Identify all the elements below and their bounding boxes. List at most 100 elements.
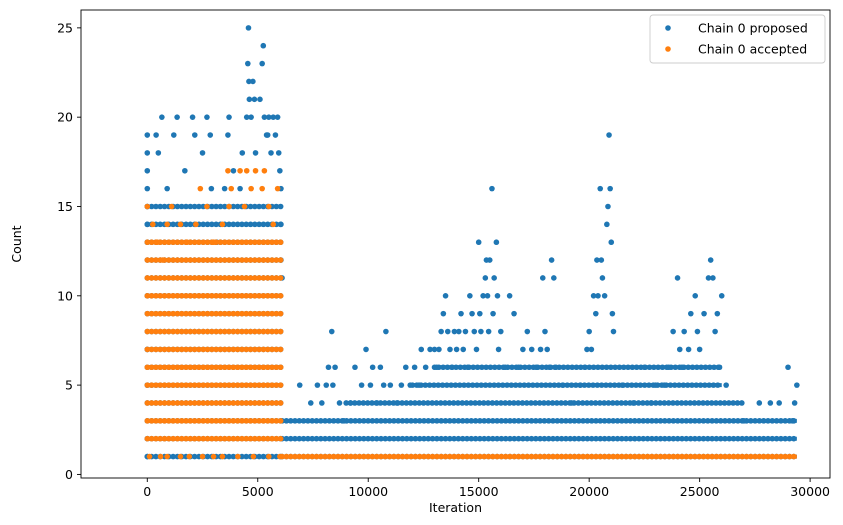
data-point: [577, 382, 584, 388]
data-point: [685, 346, 692, 353]
data-point: [641, 364, 648, 371]
data-point: [462, 328, 469, 335]
data-point: [363, 346, 369, 353]
data-point: [210, 453, 217, 460]
data-point: [248, 114, 254, 120]
data-point: [266, 114, 272, 120]
data-point: [177, 221, 184, 228]
data-point: [716, 364, 723, 371]
data-point: [670, 328, 676, 335]
data-point: [319, 400, 325, 406]
data-point: [257, 96, 263, 103]
data-point: [533, 364, 539, 371]
x-tick-label: 20000: [569, 484, 609, 499]
data-point: [707, 257, 714, 263]
data-point: [794, 382, 800, 388]
data-point: [398, 382, 405, 388]
data-point: [458, 310, 464, 317]
data-point: [411, 364, 418, 371]
data-point: [332, 364, 338, 371]
data-point: [584, 346, 590, 353]
data-point: [199, 453, 206, 460]
data-point: [341, 418, 347, 424]
data-point: [191, 132, 198, 138]
data-point: [159, 257, 166, 263]
data-point: [548, 257, 555, 263]
data-point: [418, 346, 425, 353]
data-point: [186, 453, 193, 460]
data-point: [791, 400, 798, 406]
data-point: [228, 185, 235, 192]
data-point: [251, 96, 258, 103]
data-point: [551, 275, 557, 281]
legend-box: [649, 14, 826, 64]
data-point: [248, 185, 254, 192]
data-point: [184, 239, 190, 246]
data-point: [270, 221, 277, 228]
data-point: [528, 346, 535, 353]
data-point: [440, 310, 447, 317]
data-point: [542, 328, 548, 335]
x-tick-label: 30000: [790, 484, 830, 499]
data-point: [374, 400, 380, 406]
data-point: [210, 239, 217, 246]
data-point: [245, 60, 251, 67]
data-point: [358, 382, 365, 388]
data-point: [274, 185, 281, 192]
data-point: [648, 400, 654, 406]
data-point: [243, 167, 250, 174]
y-tick-label: 0: [65, 467, 73, 482]
data-point: [718, 293, 725, 299]
data-point: [270, 114, 277, 120]
data-point: [219, 221, 226, 228]
data-point: [219, 453, 226, 460]
data-point: [144, 185, 151, 192]
data-point: [546, 364, 553, 371]
data-point: [225, 132, 231, 138]
data-point: [480, 293, 486, 299]
data-point: [168, 203, 175, 210]
data-point: [144, 167, 151, 174]
data-point: [486, 257, 493, 263]
data-point: [710, 275, 716, 281]
data-point: [489, 185, 495, 192]
data-point: [336, 400, 343, 406]
data-point: [590, 293, 597, 299]
data-point: [694, 328, 701, 335]
data-point: [491, 275, 497, 281]
data-point: [712, 328, 718, 335]
data-point: [275, 150, 282, 156]
data-point: [493, 239, 500, 246]
data-point: [150, 221, 156, 228]
x-tick-label: 10000: [348, 484, 388, 499]
data-point: [661, 382, 668, 388]
data-point: [511, 310, 517, 317]
data-point: [235, 453, 241, 460]
legend-label-accepted: Chain 0 accepted: [698, 42, 807, 57]
data-point: [497, 328, 504, 335]
data-point: [475, 239, 482, 246]
data-point: [259, 60, 265, 67]
data-point: [325, 364, 332, 371]
legend-marker-proposed: [665, 25, 671, 31]
data-point: [482, 275, 489, 281]
data-point: [394, 400, 400, 406]
data-point: [266, 203, 272, 210]
data-point: [607, 185, 613, 192]
y-tick-label: 15: [57, 199, 73, 214]
data-point: [553, 364, 559, 371]
data-point: [451, 328, 458, 335]
y-tick-label: 25: [57, 20, 73, 35]
data-point: [221, 185, 228, 192]
data-point: [447, 346, 453, 353]
x-tick-label: 15000: [459, 484, 499, 499]
plot-area: [144, 25, 800, 460]
data-point: [714, 310, 721, 317]
data-point: [478, 328, 484, 335]
data-point: [456, 328, 462, 335]
data-point: [473, 346, 480, 353]
data-point: [586, 328, 592, 335]
data-point: [377, 364, 384, 371]
